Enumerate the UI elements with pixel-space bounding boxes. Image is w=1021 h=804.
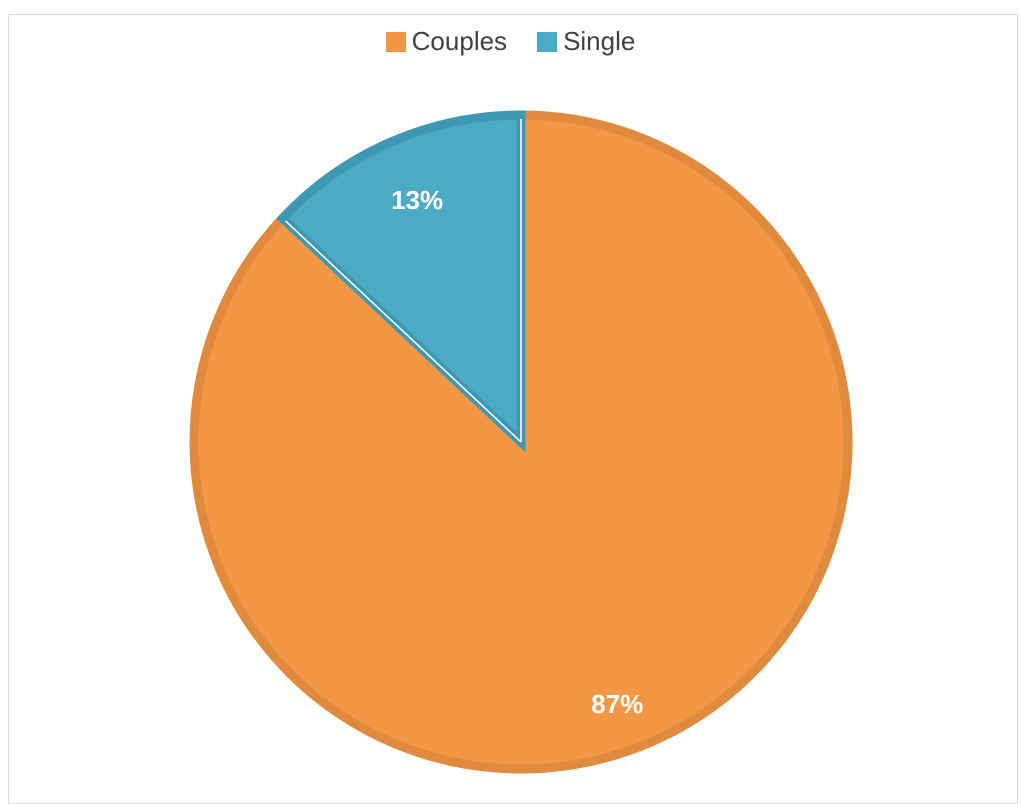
- data-label-couples: 87%: [591, 689, 643, 719]
- pie-slice-single: [276, 110, 526, 453]
- legend-item-couples: Couples: [385, 26, 508, 57]
- legend-item-single: Single: [537, 26, 635, 57]
- data-label-single: 13%: [391, 185, 443, 215]
- legend-swatch-couples: [385, 31, 406, 52]
- legend-label-single: Single: [563, 26, 636, 56]
- slice-separator: [285, 220, 522, 443]
- data-labels: 87% 13%: [391, 185, 643, 719]
- legend-label-couples: Couples: [411, 26, 508, 56]
- legend: Couples Single: [0, 26, 1021, 57]
- legend-swatch-single: [537, 31, 558, 52]
